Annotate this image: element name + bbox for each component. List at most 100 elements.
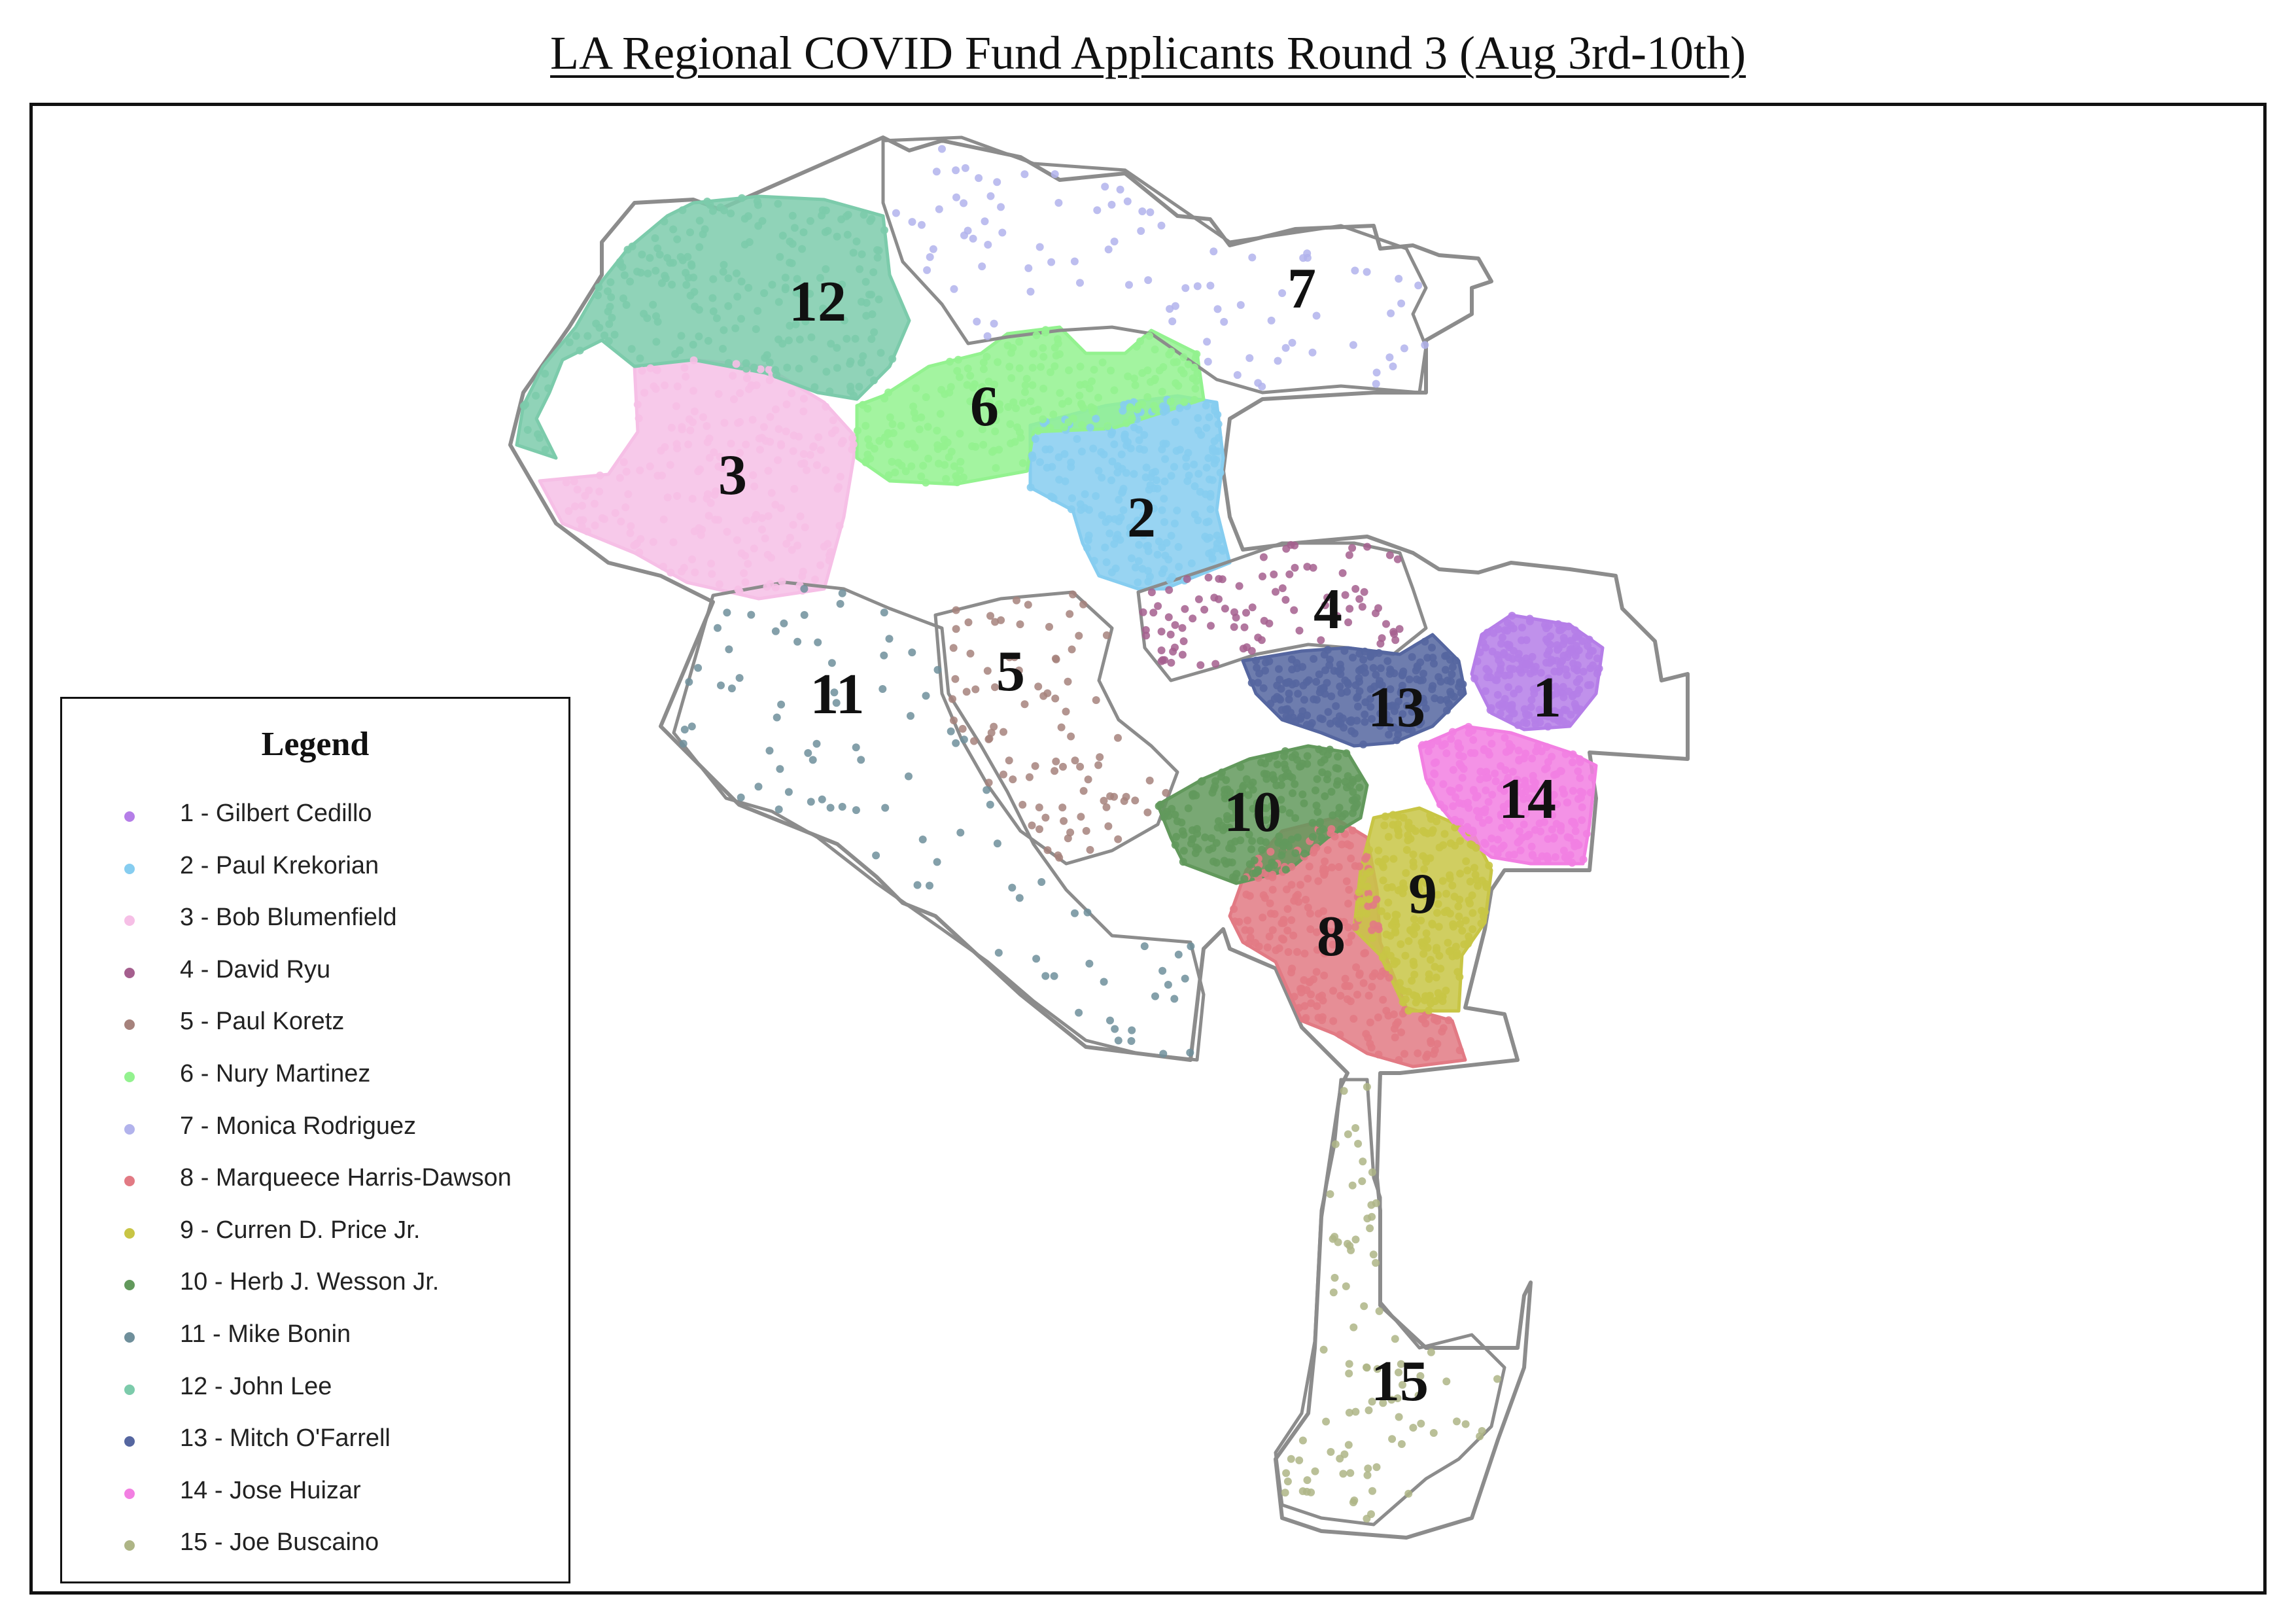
applicant-point: [1435, 843, 1444, 852]
applicant-point: [1110, 238, 1119, 246]
applicant-point: [986, 192, 995, 200]
applicant-point: [970, 737, 978, 745]
applicant-point: [801, 317, 810, 326]
applicant-point: [633, 400, 642, 409]
applicant-point: [1376, 722, 1384, 730]
applicant-point: [689, 387, 697, 395]
applicant-point: [1128, 1026, 1136, 1034]
applicant-point: [1094, 761, 1103, 769]
applicant-point: [1344, 1239, 1351, 1248]
applicant-point: [1312, 678, 1321, 686]
applicant-point: [1209, 247, 1218, 256]
applicant-point: [1158, 387, 1166, 396]
district-11[interactable]: [672, 580, 1206, 1062]
applicant-point: [1551, 682, 1559, 691]
applicant-point: [1344, 1130, 1352, 1139]
applicant-point: [1053, 335, 1062, 344]
district-label-2: 2: [1127, 486, 1156, 550]
applicant-point: [1374, 846, 1383, 855]
applicant-point: [712, 314, 721, 323]
applicant-point: [1257, 837, 1264, 845]
applicant-point: [1008, 883, 1017, 892]
district-12[interactable]: [515, 194, 911, 460]
district-3[interactable]: [538, 358, 859, 601]
applicant-point: [952, 193, 960, 202]
applicant-point: [1290, 606, 1298, 614]
applicant-point: [703, 422, 711, 431]
applicant-point: [1280, 760, 1289, 769]
applicant-point: [740, 215, 749, 223]
applicant-point: [1151, 992, 1159, 1000]
applicant-point: [1315, 745, 1323, 754]
applicant-point: [922, 692, 930, 700]
applicant-point: [1344, 618, 1353, 627]
applicant-point: [918, 836, 927, 843]
applicant-point: [1240, 623, 1249, 631]
applicant-point: [998, 228, 1007, 237]
applicant-point: [1168, 573, 1176, 581]
applicant-point: [695, 332, 703, 341]
applicant-point: [1240, 875, 1249, 883]
applicant-point: [986, 612, 994, 620]
applicant-point: [842, 212, 850, 221]
applicant-point: [532, 391, 540, 400]
applicant-point: [680, 726, 689, 733]
applicant-point: [1363, 1471, 1372, 1479]
applicant-point: [1281, 1489, 1289, 1497]
district-7[interactable]: [881, 135, 1428, 395]
applicant-point: [771, 627, 780, 635]
applicant-point: [689, 340, 697, 349]
applicant-point: [1228, 845, 1236, 853]
applicant-point: [1361, 710, 1369, 718]
district-label-10: 10: [1224, 781, 1281, 844]
applicant-point: [1259, 573, 1266, 580]
applicant-point: [709, 307, 718, 315]
legend-item: 3 - Bob Blumenfield: [62, 896, 568, 948]
applicant-point: [1365, 1406, 1373, 1415]
applicant-point: [699, 413, 707, 421]
applicant-point: [695, 243, 704, 251]
applicant-point: [1308, 348, 1317, 357]
applicant-point: [1119, 406, 1127, 415]
applicant-point: [1469, 909, 1477, 917]
applicant-point: [1569, 750, 1577, 758]
applicant-point: [1480, 746, 1488, 754]
applicant-point: [1263, 943, 1272, 951]
applicant-point: [1050, 972, 1058, 980]
district-15[interactable]: [1274, 1078, 1506, 1527]
applicant-point: [1323, 927, 1331, 935]
applicant-point: [1278, 289, 1287, 297]
applicant-point: [940, 435, 948, 444]
applicant-point: [1183, 477, 1192, 485]
applicant-point: [1284, 948, 1293, 956]
applicant-point: [1135, 540, 1143, 549]
applicant-point: [1271, 752, 1279, 760]
applicant-point: [1278, 805, 1287, 813]
applicant-point: [1266, 699, 1275, 708]
applicant-point: [750, 363, 758, 372]
applicant-point: [1550, 667, 1559, 676]
applicant-point: [1427, 779, 1436, 788]
applicant-point: [1308, 819, 1317, 827]
legend-item: 6 - Nury Martinez: [62, 1052, 568, 1104]
applicant-point: [1107, 200, 1116, 209]
applicant-point: [1076, 500, 1085, 508]
legend-item: 15 - Joe Buscaino: [62, 1521, 568, 1573]
applicant-point: [1035, 458, 1044, 467]
applicant-point: [1359, 979, 1368, 987]
applicant-point: [1083, 908, 1092, 917]
applicant-point: [667, 423, 676, 432]
applicant-point: [1246, 934, 1255, 942]
applicant-point: [720, 206, 728, 215]
applicant-point: [1192, 824, 1201, 833]
applicant-point: [1351, 266, 1359, 275]
applicant-point: [852, 238, 861, 245]
applicant-point: [1235, 582, 1244, 590]
applicant-point: [1212, 456, 1221, 464]
applicant-point: [1139, 512, 1148, 520]
legend-swatch: [124, 1123, 135, 1135]
applicant-point: [1455, 784, 1463, 792]
applicant-point: [1316, 827, 1324, 836]
applicant-point: [766, 580, 774, 588]
